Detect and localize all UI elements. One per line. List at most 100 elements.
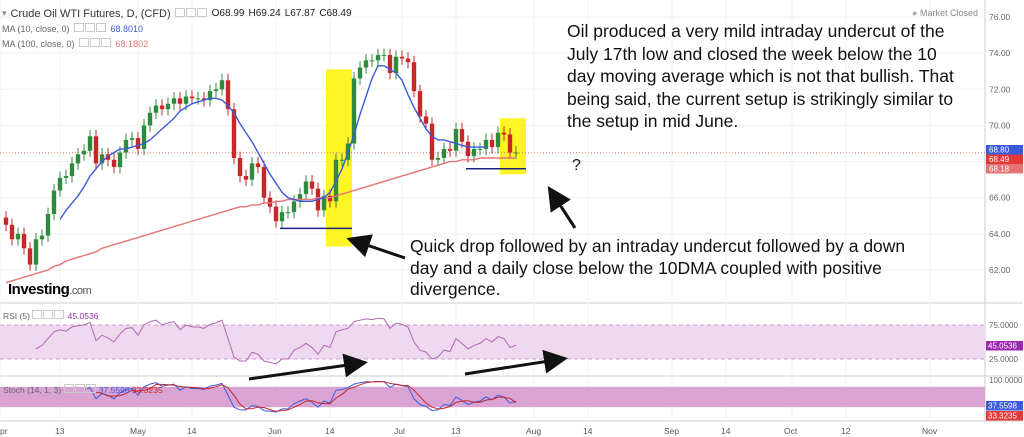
candle-body bbox=[273, 206, 279, 222]
settings-icon[interactable] bbox=[73, 22, 107, 35]
candle-body bbox=[393, 56, 399, 74]
candle-body bbox=[471, 148, 477, 157]
candle-body bbox=[507, 134, 513, 153]
candle-body bbox=[423, 116, 429, 124]
candle-body bbox=[99, 154, 105, 164]
candle-body bbox=[219, 80, 225, 90]
x-tick-label: Aug bbox=[526, 426, 541, 436]
candle-body bbox=[255, 163, 261, 167]
candle-body bbox=[429, 123, 435, 160]
rsi-value-tag bbox=[986, 341, 1023, 351]
candle-body bbox=[249, 163, 255, 180]
candle-body bbox=[135, 138, 141, 149]
candle-body bbox=[405, 58, 411, 63]
candle-body bbox=[441, 148, 447, 158]
market-status-text: Market Closed bbox=[919, 8, 978, 18]
candle-body bbox=[141, 125, 147, 149]
candle-body bbox=[225, 80, 231, 110]
ma100-legend-row: MA (100, close, 0) 68.1802 bbox=[2, 36, 352, 51]
status-dot-icon: ● bbox=[912, 8, 918, 18]
candle-body bbox=[285, 212, 291, 214]
candle-body bbox=[417, 91, 423, 117]
candle-body bbox=[387, 54, 393, 74]
candle-body bbox=[69, 163, 75, 177]
price-tag-label: 68.18 bbox=[989, 165, 1010, 174]
high-value: H69.24 bbox=[248, 8, 281, 19]
price-tag bbox=[986, 164, 1023, 174]
candle-body bbox=[303, 181, 309, 195]
candle-body bbox=[15, 233, 21, 240]
candle-body bbox=[57, 177, 63, 191]
candle-body bbox=[261, 166, 267, 198]
candle-body bbox=[453, 129, 459, 151]
settings-icon[interactable] bbox=[63, 384, 97, 395]
candle-body bbox=[81, 150, 87, 155]
candle-body bbox=[129, 138, 135, 140]
instrument-title: Crude Oil WTI Futures, D, (CFD) bbox=[10, 7, 171, 20]
x-tick-label: Jun bbox=[268, 426, 282, 436]
stoch-band bbox=[0, 386, 985, 408]
candle-body bbox=[207, 91, 213, 101]
market-status: ● Market Closed bbox=[912, 8, 978, 18]
ma100-line bbox=[5, 157, 516, 284]
candle-body bbox=[111, 159, 117, 167]
collapse-icon[interactable]: ▾ bbox=[2, 8, 7, 18]
rsi-legend: RSI (5) 45.0536 bbox=[3, 310, 98, 321]
y-tick-label: 62.00 bbox=[989, 265, 1011, 275]
settings-icon[interactable] bbox=[78, 37, 112, 50]
candle-body bbox=[165, 103, 171, 110]
stoch-k-tag-label: 37.5598 bbox=[988, 402, 1017, 411]
ma10-label: MA (10, close, 0) bbox=[2, 23, 70, 34]
price-tag-label: 68.49 bbox=[989, 155, 1010, 164]
open-value: O68.99 bbox=[211, 8, 245, 19]
stoch-k-tag bbox=[986, 401, 1023, 411]
candle-body bbox=[291, 201, 297, 213]
candle-body bbox=[63, 176, 69, 178]
y-tick-label: 74.00 bbox=[989, 48, 1011, 58]
arrow-to-july-setup bbox=[547, 185, 577, 229]
candle-body bbox=[279, 212, 285, 222]
x-tick-label: 13 bbox=[55, 426, 65, 436]
ma10-legend-row: MA (10, close, 0) 68.8010 bbox=[2, 21, 352, 36]
rsi-label: RSI (5) bbox=[3, 311, 30, 321]
x-tick-label: 12 bbox=[841, 426, 851, 436]
candle-body bbox=[9, 224, 15, 240]
candle-body bbox=[213, 89, 219, 92]
settings-icon[interactable] bbox=[32, 310, 65, 321]
candle-body bbox=[297, 194, 303, 202]
candle-body bbox=[465, 141, 471, 157]
candle-body bbox=[435, 157, 441, 160]
stoch-k-line bbox=[83, 380, 517, 413]
x-tick-label: Sep bbox=[664, 426, 679, 436]
candle-body bbox=[447, 148, 453, 151]
visibility-icon[interactable] bbox=[174, 7, 208, 20]
x-tick-label: 14 bbox=[583, 426, 593, 436]
x-tick-label: 14 bbox=[325, 426, 335, 436]
candle-body bbox=[27, 248, 33, 265]
candle-body bbox=[159, 105, 165, 110]
chart-legend: ▾ Crude Oil WTI Futures, D, (CFD) O68.99… bbox=[2, 6, 352, 51]
stoch-d-value: 33.3235 bbox=[131, 385, 163, 395]
candle-body bbox=[171, 98, 177, 104]
candle-body bbox=[75, 154, 81, 164]
candle-body bbox=[363, 60, 369, 68]
ma10-line bbox=[59, 65, 486, 220]
ma100-value: 68.1802 bbox=[115, 38, 149, 49]
x-tick-label: 14 bbox=[721, 426, 731, 436]
candle-body bbox=[501, 132, 507, 135]
candle-body bbox=[243, 176, 249, 180]
candle-body bbox=[93, 136, 99, 164]
candle-body bbox=[381, 54, 387, 56]
candle-body bbox=[237, 157, 243, 177]
rsi-line bbox=[35, 317, 517, 365]
x-tick-label: pr bbox=[0, 426, 8, 436]
rsi-tick-label: 25.0000 bbox=[989, 355, 1018, 364]
brand-name: Investing bbox=[8, 281, 70, 298]
candle-body bbox=[357, 67, 363, 79]
stoch-d-tag-label: 33.3235 bbox=[988, 412, 1017, 421]
stoch-legend: Stoch (14, 1, 3) 37.5598 33.3235 bbox=[3, 384, 163, 395]
candle-body bbox=[39, 235, 45, 240]
legend-title-row: ▾ Crude Oil WTI Futures, D, (CFD) O68.99… bbox=[2, 6, 352, 21]
candle-body bbox=[51, 190, 57, 214]
